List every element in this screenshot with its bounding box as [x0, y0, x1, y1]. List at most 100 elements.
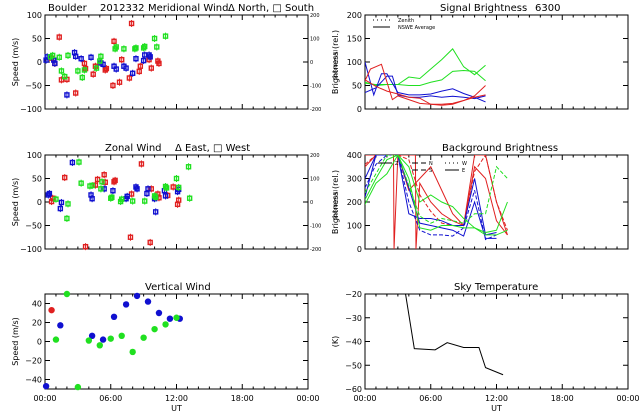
zonal-point-blue	[134, 186, 140, 192]
vertical-point-green	[107, 335, 114, 342]
zonal-point-green	[76, 159, 82, 165]
skytemp-xtick-label: 06:00	[419, 394, 442, 403]
vertical-point-blue	[88, 332, 96, 339]
zonal-point-blue	[152, 209, 159, 215]
meridional-point-green	[65, 52, 71, 59]
zonal-point-red	[82, 243, 89, 250]
meridional-point-blue	[78, 56, 84, 62]
zonal-point-green	[142, 198, 148, 204]
vertical-point-blue	[133, 292, 141, 300]
meridional-point-green	[81, 67, 88, 73]
meridional-point-red	[81, 60, 88, 67]
vertical-point-blue	[99, 336, 107, 343]
background-series-line-red	[365, 155, 508, 249]
skytemp-ytick-label: −20	[345, 290, 362, 299]
zonal-ytick-label: 0	[37, 198, 42, 207]
vertical-ytick-label: 0	[37, 338, 42, 347]
meridional-ytick-right-label: 100	[310, 37, 320, 43]
zonal-point-red	[127, 234, 134, 240]
zonal-point-green	[129, 198, 136, 204]
signal-legend-label: NSWE Average	[398, 25, 435, 31]
background-ytick-label: 200	[347, 198, 362, 207]
meridional-point-blue	[52, 60, 58, 67]
zonal-point-green	[173, 175, 180, 182]
signal-ylabel: Brightness (rel.)	[331, 30, 340, 94]
signal-legend-label: Zenith	[398, 18, 414, 24]
zonal-point-red	[112, 177, 118, 184]
skytemp-xtick-label: 00:00	[616, 394, 639, 403]
meridional-point-green	[58, 68, 65, 74]
background-legend-label: W	[462, 161, 467, 167]
meridional-point-blue	[64, 92, 70, 98]
vertical-point-green	[140, 334, 147, 341]
meridional-ytick-label: −100	[20, 105, 42, 114]
vertical-point-blue	[57, 322, 64, 329]
vertical-point-green	[162, 321, 169, 328]
zonal-point-green	[175, 184, 182, 191]
meridional-point-red	[126, 75, 133, 81]
skytemp-title-part: Sky Temperature	[454, 282, 538, 293]
meridional-point-green	[98, 53, 104, 60]
vertical-title-part: Vertical Wind	[145, 282, 211, 293]
vertical-point-green	[129, 348, 136, 356]
zonal-ylabel: Speed (m/s)	[11, 178, 20, 227]
zonal-point-green	[78, 180, 84, 186]
background-series-line-green	[365, 155, 508, 234]
background-series-line-blue	[365, 155, 497, 241]
zonal-point-red	[62, 174, 68, 181]
meridional-point-red	[72, 90, 79, 96]
meridional-point-red	[128, 20, 135, 27]
meridional-point-blue	[100, 61, 106, 68]
zonal-ylabel-right: Speed (m/s)	[333, 190, 339, 220]
meridional-ylabel: Speed (m/s)	[11, 38, 20, 87]
zonal-point-red	[102, 179, 108, 185]
meridional-point-green	[162, 33, 169, 39]
meridional-point-red	[111, 38, 117, 45]
meridional-ylabel-right: Speed (m/s)	[333, 50, 339, 80]
zonal-point-green	[65, 201, 71, 207]
zonal-point-blue	[57, 205, 64, 212]
zonal-point-blue	[58, 199, 65, 206]
zonal-ytick-label: 100	[27, 151, 42, 160]
background-legend-label: N	[429, 161, 433, 167]
skytemp-xlabel: UT	[491, 404, 502, 413]
zonal-point-red	[147, 239, 153, 246]
zonal-ytick-right-label: 200	[310, 153, 320, 159]
zonal-ytick-right-label: -100	[310, 224, 321, 230]
vertical-xtick-label: 00:00	[33, 394, 56, 403]
vertical-point-blue	[42, 382, 50, 390]
background-ytick-label: 100	[347, 222, 362, 231]
zonal-point-green	[119, 196, 125, 202]
meridional-title-part: 2012332	[100, 3, 145, 14]
zonal-point-green	[53, 196, 59, 202]
vertical-xtick-label: 12:00	[165, 394, 188, 403]
zonal-ytick-label: −100	[20, 245, 42, 254]
skytemp-xtick-label: 12:00	[485, 394, 508, 403]
meridional-point-red	[90, 71, 96, 77]
meridional-point-red	[136, 68, 142, 75]
meridional-point-green	[79, 74, 85, 81]
meridional-point-blue	[51, 57, 57, 63]
zonal-point-blue	[101, 186, 107, 192]
vertical-point-green	[151, 325, 158, 333]
meridional-point-red	[137, 63, 144, 69]
vertical-plot-frame	[44, 293, 309, 390]
vertical-point-red	[48, 306, 55, 314]
meridional-ytick-label: 100	[27, 11, 42, 20]
signal-series-line-blue	[365, 75, 486, 100]
zonal-point-red	[138, 161, 145, 167]
zonal-point-red	[49, 195, 56, 201]
vertical-ytick-label: 20	[32, 319, 42, 328]
zonal-point-red	[170, 184, 176, 190]
meridional-point-blue	[123, 65, 129, 71]
skytemp-ytick-label: −50	[345, 361, 362, 370]
meridional-title-part: Meridional Wind	[148, 3, 228, 14]
skytemp-xtick-label: 00:00	[353, 394, 376, 403]
signal-series-line-blue	[365, 61, 486, 103]
background-legend-label: E	[462, 168, 465, 174]
meridional-point-red	[119, 56, 125, 63]
meridional-point-green	[142, 43, 148, 50]
skytemp-xtick-label: 18:00	[551, 394, 574, 403]
skytemp-series-line-black	[405, 294, 504, 376]
signal-ytick-label: 100	[347, 58, 362, 67]
